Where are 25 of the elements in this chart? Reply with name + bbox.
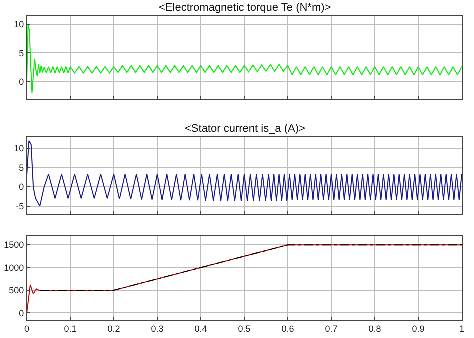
x-tick-label: 0.1	[64, 324, 77, 334]
x-tick-label: 0.5	[238, 324, 251, 334]
x-tick-label: 0.7	[325, 324, 338, 334]
y-tick-label: 5	[19, 162, 24, 173]
x-tick-label: 0.2	[108, 324, 120, 334]
y-tick-label: 10	[14, 144, 24, 154]
y-tick-label: 5	[19, 48, 24, 58]
x-tick-label: 0.3	[151, 324, 164, 334]
x-tick-label: 1	[459, 324, 465, 334]
line-series	[27, 140, 462, 207]
x-tick-label: 0.9	[412, 324, 425, 334]
chart-title: <Electromagnetic torque Te (N*m)>	[159, 2, 332, 14]
x-tick-label: 0.6	[282, 324, 294, 334]
y-tick-label: 0	[19, 76, 24, 87]
y-tick-label: 1500	[4, 240, 24, 250]
y-tick-label: 1000	[4, 262, 24, 273]
chart-title: <Stator current is_a (A)>	[185, 123, 306, 135]
y-tick-label: -5	[16, 201, 24, 212]
x-tick-label: 0.4	[194, 324, 208, 334]
line-series	[27, 24, 462, 94]
y-tick-label: 0	[19, 308, 24, 318]
y-tick-label: 0	[19, 182, 24, 192]
y-tick-label: 10	[14, 20, 24, 30]
y-tick-label: 500	[9, 286, 24, 296]
x-tick-label: 0.8	[368, 324, 382, 334]
